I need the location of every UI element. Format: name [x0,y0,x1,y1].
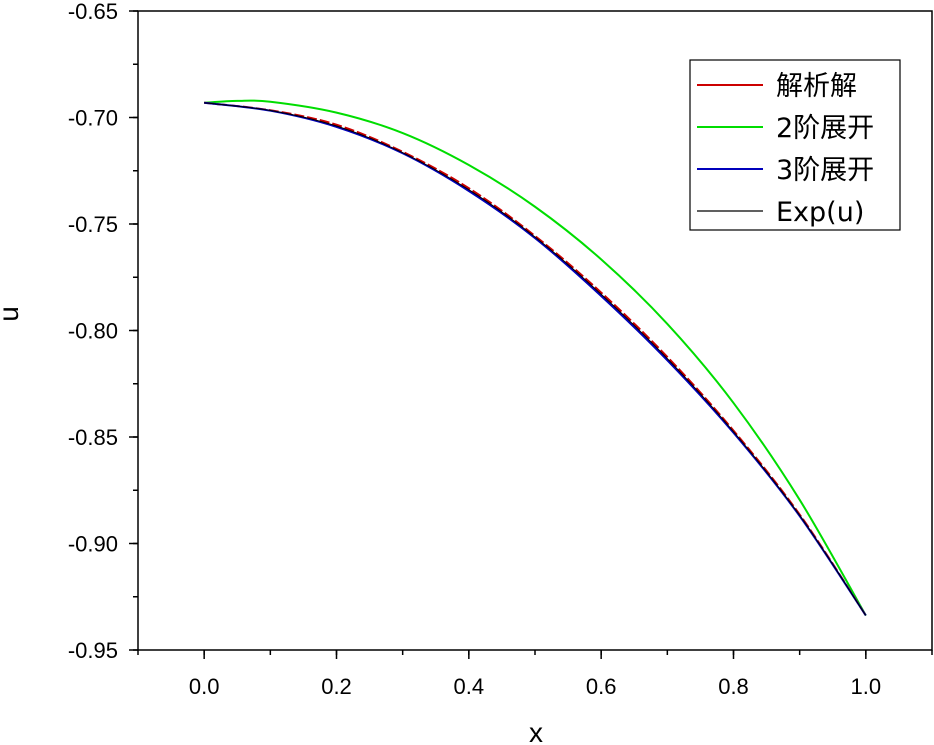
y-tick-label: -0.65 [68,0,118,24]
legend-label: Exp(u) [776,197,864,228]
series-line-2 [204,99,867,616]
legend-label: 解析解 [776,71,857,102]
x-tick-label: 0.0 [189,674,220,699]
legend-box [689,59,901,231]
y-tick-label: -0.95 [68,638,118,663]
series-layer [204,99,867,617]
y-axis: -0.65 -0.70 -0.75 -0.80 -0.85 -0.90 -0.95 [68,0,138,663]
y-tick-label: -0.85 [68,425,118,450]
x-tick-label: 1.0 [851,674,882,699]
x-axis: 0.0 0.2 0.4 0.6 0.8 1.0 [137,650,933,699]
y-tick-label: -0.75 [68,212,118,237]
x-tick-label: 0.6 [586,674,617,699]
x-tick-label: 0.8 [718,674,749,699]
y-tick-label: -0.90 [68,532,118,557]
legend-label: 3阶展开 [776,155,874,186]
y-tick-label: -0.70 [68,106,118,131]
legend-label: 2阶展开 [776,113,874,144]
legend: 解析解 2阶展开 3阶展开 Exp(u) [689,59,901,231]
x-tick-label: 0.2 [321,674,352,699]
y-tick-label: -0.80 [68,319,118,344]
series-line-1 [204,101,867,617]
series-line-4 [204,102,867,616]
y-axis-title: u [0,306,24,322]
x-tick-label: 0.4 [454,674,485,699]
x-axis-title: x [529,717,543,745]
